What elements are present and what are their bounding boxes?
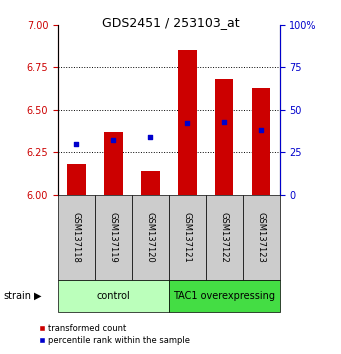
Bar xyxy=(95,195,132,280)
Bar xyxy=(58,195,95,280)
Text: control: control xyxy=(97,291,130,301)
Bar xyxy=(169,280,280,312)
Bar xyxy=(243,195,280,280)
Text: GSM137120: GSM137120 xyxy=(146,212,155,263)
Bar xyxy=(215,79,234,195)
Legend: transformed count, percentile rank within the sample: transformed count, percentile rank withi… xyxy=(38,324,190,345)
Bar xyxy=(141,171,160,195)
Text: GSM137118: GSM137118 xyxy=(72,212,81,263)
Bar xyxy=(58,280,169,312)
Text: ▶: ▶ xyxy=(34,291,42,301)
Text: GSM137122: GSM137122 xyxy=(220,212,229,263)
Text: TAC1 overexpressing: TAC1 overexpressing xyxy=(173,291,275,301)
Bar xyxy=(206,195,243,280)
Text: GSM137123: GSM137123 xyxy=(257,212,266,263)
Text: GSM137121: GSM137121 xyxy=(183,212,192,263)
Point xyxy=(148,134,153,140)
Text: strain: strain xyxy=(3,291,31,301)
Point xyxy=(110,137,116,143)
Point xyxy=(258,127,264,133)
Point xyxy=(222,119,227,125)
Bar xyxy=(104,132,123,195)
Bar xyxy=(178,50,196,195)
Bar xyxy=(67,164,86,195)
Bar xyxy=(132,195,169,280)
Point xyxy=(184,120,190,126)
Text: GDS2451 / 253103_at: GDS2451 / 253103_at xyxy=(102,16,239,29)
Text: GSM137119: GSM137119 xyxy=(109,212,118,263)
Point xyxy=(74,141,79,147)
Bar xyxy=(169,195,206,280)
Bar xyxy=(252,88,270,195)
